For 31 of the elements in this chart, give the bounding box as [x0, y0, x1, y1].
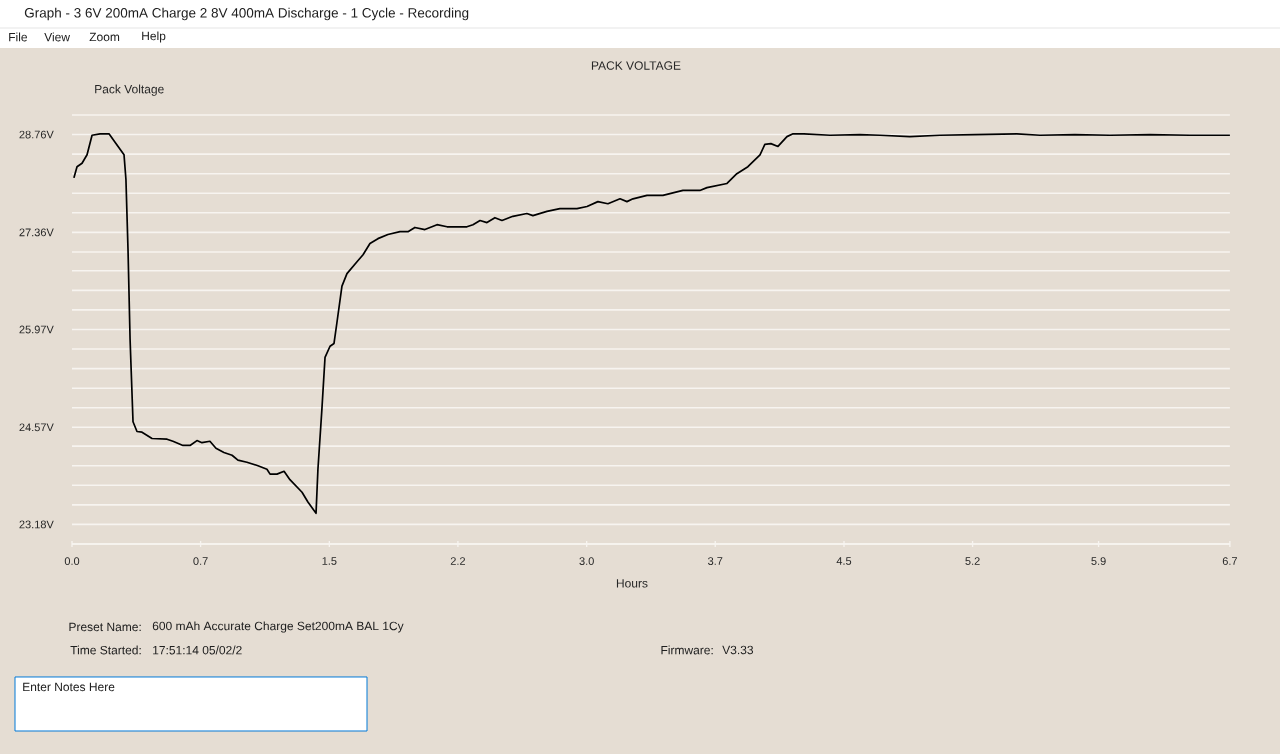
text: Help [142, 31, 166, 43]
x-tick-label: 3.7 [708, 557, 723, 565]
line-series [73, 133, 1230, 515]
x-tick-label: 1.5 [322, 557, 337, 565]
text: Preset Name: [69, 622, 141, 632]
text: Time Started: [70, 645, 141, 655]
x-tick-label: 0.0 [64, 557, 80, 565]
y-axis-title: Pack Voltage [95, 84, 164, 96]
text: File [9, 32, 27, 42]
x-tick-label: 0.7 [193, 557, 208, 565]
text: View [44, 32, 71, 42]
x-tick-label: 6.7 [1222, 557, 1237, 565]
y-tick-label: 23.18V [19, 520, 54, 529]
y-tick-label: 27.36V [19, 228, 54, 237]
y-tick-label: 24.57V [19, 423, 54, 432]
text: Enter Notes Here [23, 682, 115, 692]
text: Firmware: [661, 645, 713, 655]
text: Zoom [89, 32, 120, 42]
y-tick-label: 28.76V [19, 130, 54, 139]
text: V3.33 [722, 645, 754, 655]
x-tick-label: 2.2 [450, 557, 466, 565]
y-tick-label: 25.97V [19, 325, 54, 334]
x-axis-title: Hours [616, 579, 648, 588]
x-tick-label: 3.0 [579, 557, 594, 565]
x-tick-label: 4.5 [836, 557, 852, 565]
x-tick-label: 5.2 [965, 557, 980, 565]
text: Graph - 3 6V 200mA Charge 2 8V 400mA Discharge - 1 Cycle - Recording [24, 7, 469, 21]
chart-title: PACK VOLTAGE [591, 61, 681, 70]
x-tick-label: 5.9 [1091, 557, 1106, 565]
text: 17:51:14 05/02/2 [153, 645, 242, 655]
text: 600 mAh Accurate Charge Set200mA BAL 1Cy [152, 621, 404, 633]
